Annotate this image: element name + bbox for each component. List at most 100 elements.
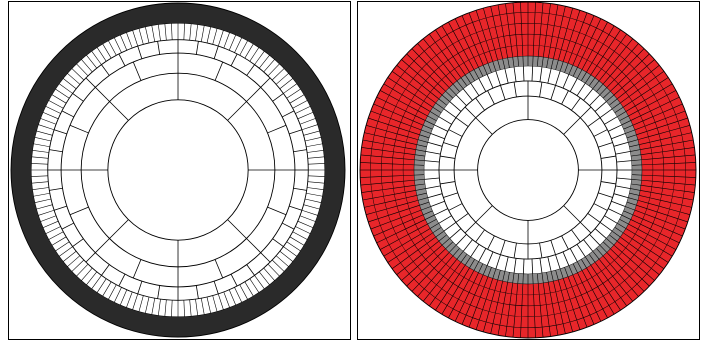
right-ring-8-divider — [659, 130, 670, 135]
right-ring-6-divider — [423, 100, 433, 108]
right-ring-4-divider — [611, 133, 626, 140]
right-ring-6-divider — [563, 50, 567, 62]
right-ring-10-divider — [441, 25, 448, 35]
right-ring-8-divider — [488, 28, 493, 39]
right-ring-10-divider — [512, 327, 515, 338]
left-ring-4-divider — [72, 238, 84, 247]
left-ring-3-divider — [132, 259, 142, 279]
right-ring-7-divider — [652, 157, 664, 160]
right-ring-4-divider — [576, 82, 586, 96]
right-ring-10-divider — [441, 305, 448, 315]
right-ring-7-divider — [414, 94, 424, 102]
right-ring-9-divider — [452, 299, 459, 310]
right-ring-6-divider — [567, 276, 573, 288]
left-ring-4-divider — [157, 41, 161, 55]
right-ring-9-divider — [667, 215, 679, 220]
right-ring-10-divider — [461, 315, 467, 325]
right-ring-7-divider — [610, 264, 618, 273]
right-ring-4-divider — [604, 116, 618, 125]
right-ring-6-divider — [473, 272, 479, 283]
right-ring-10-divider — [423, 38, 430, 47]
left-ring-5-divider — [164, 23, 167, 41]
right-ring-6-divider — [586, 267, 593, 278]
right-ring-8-divider — [390, 118, 401, 123]
right-ring-7-divider — [396, 203, 408, 207]
right-ring-8-divider — [417, 73, 426, 81]
right-ring-10-divider — [361, 147, 372, 150]
left-ring-5-divider — [38, 124, 55, 131]
right-ring-7-divider — [646, 208, 658, 213]
right-ring-9-divider — [423, 50, 432, 60]
right-ring-5-divider — [424, 120, 435, 126]
right-ring-7-divider — [601, 59, 609, 69]
right-ring-6-divider — [606, 252, 615, 261]
right-ring-7-divider — [645, 213, 656, 219]
right-ring-8-divider — [395, 228, 406, 235]
left-ring-5-divider — [195, 24, 199, 41]
right-ring-5-divider — [422, 124, 433, 130]
right-ring-10-divider — [681, 204, 692, 208]
left-ring-5-divider — [279, 250, 294, 262]
right-ring-3-divider — [443, 142, 458, 148]
right-ring-6-divider — [590, 65, 598, 75]
right-ring-6-divider — [468, 59, 475, 70]
right-ring-5-divider — [614, 227, 624, 234]
right-ring-10-divider — [401, 273, 410, 281]
right-ring-4-divider — [462, 88, 473, 101]
right-ring-7-divider — [408, 105, 418, 111]
left-ring-4-divider — [213, 45, 219, 59]
right-ring-10-divider — [631, 43, 639, 52]
left-ring-4-divider — [101, 64, 110, 76]
right-ring-6-divider — [628, 110, 639, 117]
right-ring-8-divider — [446, 47, 454, 57]
right-ring-5-divider — [559, 61, 564, 72]
left-ring-5-divider — [267, 263, 280, 277]
right-ring-9-divider — [585, 24, 591, 35]
right-ring-6-divider — [634, 209, 646, 215]
right-ring-10-divider — [373, 103, 383, 109]
right-ring-9-divider — [385, 233, 396, 239]
left-ring-5-divider — [301, 124, 318, 131]
left-ring-5-divider — [254, 275, 265, 290]
right-ring-9-divider — [672, 141, 684, 145]
right-ring-6-divider — [483, 52, 489, 64]
left-ring-3-divider — [246, 238, 261, 253]
left-ring-4-boundary — [47, 39, 309, 301]
right-ring-8-divider — [386, 130, 397, 135]
right-ring-9-divider — [553, 314, 557, 326]
right-ring-5-divider — [452, 83, 460, 92]
right-ring-7-divider — [497, 291, 501, 303]
right-ring-6-divider — [636, 131, 648, 135]
right-ring-9-divider — [629, 55, 638, 64]
right-ring-9-divider — [478, 19, 483, 31]
right-ring-10-divider — [417, 43, 425, 52]
left-ring-5-divider — [108, 40, 117, 56]
right-ring-5-divider — [464, 256, 471, 266]
left-ring-3-divider — [214, 259, 224, 279]
right-ring-7-divider — [503, 293, 506, 304]
right-ring-5-divider — [628, 197, 639, 201]
right-ring-5-divider — [603, 241, 611, 250]
right-ring-8-divider — [382, 149, 394, 153]
right-ring-6-divider — [558, 49, 562, 60]
right-ring-10-divider — [411, 48, 420, 57]
left-ring-1 — [107, 99, 249, 241]
right-ring-8-divider — [569, 30, 574, 41]
left-ring-4-divider — [213, 281, 219, 295]
right-ring-10-divider — [548, 3, 551, 14]
right-ring-10-divider — [583, 12, 588, 23]
right-ring-10-divider — [475, 320, 480, 330]
left-ring-5-divider — [33, 143, 50, 148]
left-ring-5-divider — [34, 198, 52, 203]
left-ring-3-divider — [246, 87, 261, 102]
right-ring-8-divider — [626, 263, 635, 272]
right-ring-6-divider — [632, 214, 644, 220]
left-ring-5-divider — [228, 289, 237, 306]
right-ring-8-divider — [392, 111, 403, 117]
left-ring-4-divider — [61, 222, 75, 230]
right-ring-4-divider — [589, 94, 601, 106]
right-ring-7-divider — [392, 157, 404, 160]
right-ring-5-divider — [517, 56, 519, 67]
left-ring-5-divider — [217, 293, 224, 310]
right-ring-5-divider — [502, 271, 506, 282]
